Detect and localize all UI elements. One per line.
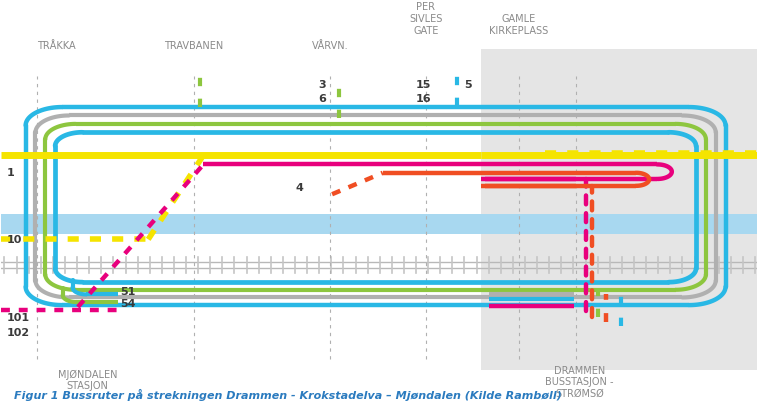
Text: 10: 10: [7, 235, 22, 245]
Text: 3: 3: [318, 80, 326, 90]
Text: DRAMMEN
BUSSTASJON -
STRØMSØ: DRAMMEN BUSSTASJON - STRØMSØ: [545, 366, 614, 399]
Text: 4: 4: [296, 184, 304, 193]
Text: 16: 16: [415, 94, 431, 104]
Text: Figur 1 Bussruter på strekningen Drammen - Krokstadelva – Mjøndalen (Kilde Rambø: Figur 1 Bussruter på strekningen Drammen…: [14, 389, 562, 401]
Text: TRAVBANEN: TRAVBANEN: [164, 41, 224, 51]
Text: 102: 102: [7, 328, 30, 337]
Text: VÅRVN.: VÅRVN.: [312, 41, 348, 51]
Text: 101: 101: [7, 313, 30, 324]
Text: 5: 5: [464, 80, 471, 90]
Bar: [481, 49, 757, 370]
Text: 51: 51: [121, 287, 136, 297]
Text: 1: 1: [7, 168, 14, 178]
Text: 54: 54: [121, 299, 136, 309]
Text: GAMLE
KIRKEPLASS: GAMLE KIRKEPLASS: [490, 14, 549, 36]
Text: PER
SIVLES
GATE: PER SIVLES GATE: [409, 2, 443, 36]
Text: 15: 15: [415, 80, 431, 90]
Text: 6: 6: [318, 94, 327, 104]
Bar: [1, 214, 757, 234]
Text: MJØNDALEN
STASJON: MJØNDALEN STASJON: [58, 369, 117, 391]
Text: TRÅKKA: TRÅKKA: [37, 41, 76, 51]
